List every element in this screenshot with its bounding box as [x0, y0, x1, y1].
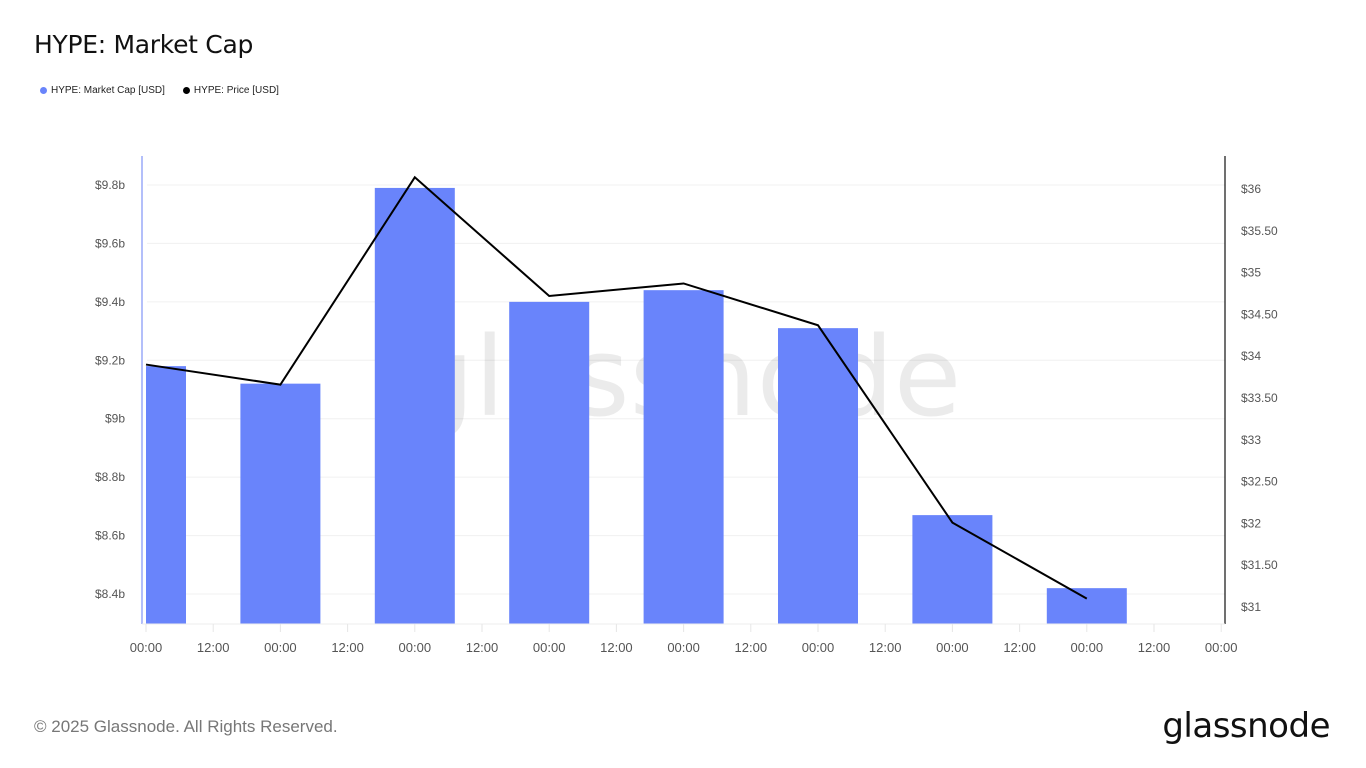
market-cap-dot-icon: [40, 87, 47, 94]
x-axis-tick: 12:00: [466, 640, 499, 655]
market-cap-bar[interactable]: [643, 290, 724, 624]
right-axis-tick: $32.50: [1241, 475, 1278, 489]
legend: HYPE: Market Cap [USD] HYPE: Price [USD]: [40, 85, 279, 96]
x-axis-tick: 12:00: [331, 640, 364, 655]
right-axis-tick: $35: [1241, 266, 1261, 280]
left-axis-tick: $9.8b: [95, 178, 125, 192]
left-axis-tick: $9b: [105, 412, 125, 426]
right-axis-tick: $33.50: [1241, 391, 1278, 405]
right-axis-tick: $34: [1241, 349, 1261, 363]
x-axis-tick: 00:00: [667, 640, 700, 655]
right-axis-tick: $33: [1241, 433, 1261, 447]
chart-title: HYPE: Market Cap: [34, 30, 254, 59]
left-axis-tick: $8.4b: [95, 587, 125, 601]
market-cap-bar[interactable]: [1046, 588, 1127, 624]
legend-item-market-cap[interactable]: HYPE: Market Cap [USD]: [40, 85, 165, 96]
legend-label: HYPE: Price [USD]: [193, 85, 279, 96]
x-axis-tick: 12:00: [1138, 640, 1171, 655]
left-axis-tick: $9.4b: [95, 295, 125, 309]
x-axis-tick: 00:00: [533, 640, 566, 655]
x-axis-tick: 12:00: [1003, 640, 1036, 655]
x-axis-tick: 12:00: [600, 640, 633, 655]
x-axis-tick: 12:00: [735, 640, 768, 655]
x-axis-tick: 00:00: [936, 640, 969, 655]
glassnode-logo: glassnode: [1162, 706, 1330, 746]
right-axis-tick: $31: [1241, 600, 1261, 614]
market-cap-bar[interactable]: [240, 383, 321, 624]
x-axis-tick: 00:00: [264, 640, 297, 655]
market-cap-bar[interactable]: [778, 328, 858, 624]
market-cap-bar[interactable]: [509, 301, 590, 624]
price-line[interactable]: [145, 175, 1088, 600]
x-axis-tick: 00:00: [1205, 640, 1238, 655]
right-axis-tick: $35.50: [1241, 224, 1278, 238]
right-axis-tick: $36: [1241, 182, 1261, 196]
right-axis-tick: $32: [1241, 516, 1261, 530]
x-axis-tick: 00:00: [802, 640, 835, 655]
price-dot-icon: [182, 87, 190, 94]
legend-item-price[interactable]: HYPE: Price [USD]: [182, 85, 279, 96]
x-axis-tick: 12:00: [869, 640, 902, 655]
market-cap-bar[interactable]: [374, 187, 455, 624]
right-axis-tick: $34.50: [1241, 307, 1278, 321]
x-axis-tick: 00:00: [1071, 640, 1104, 655]
legend-label: HYPE: Market Cap [USD]: [51, 85, 165, 96]
market-cap-bar[interactable]: [146, 366, 186, 624]
left-axis-tick: $8.8b: [95, 470, 125, 484]
x-axis-tick: 12:00: [197, 640, 230, 655]
market-cap-bar[interactable]: [912, 515, 993, 624]
x-axis-tick: 00:00: [399, 640, 432, 655]
copyright-text: © 2025 Glassnode. All Rights Reserved.: [34, 717, 338, 736]
left-axis-tick: $9.6b: [95, 236, 125, 250]
left-axis-tick: $8.6b: [95, 529, 125, 543]
x-axis-tick: 00:00: [130, 640, 163, 655]
left-axis-tick: $9.2b: [95, 353, 125, 367]
right-axis-tick: $31.50: [1241, 558, 1278, 572]
